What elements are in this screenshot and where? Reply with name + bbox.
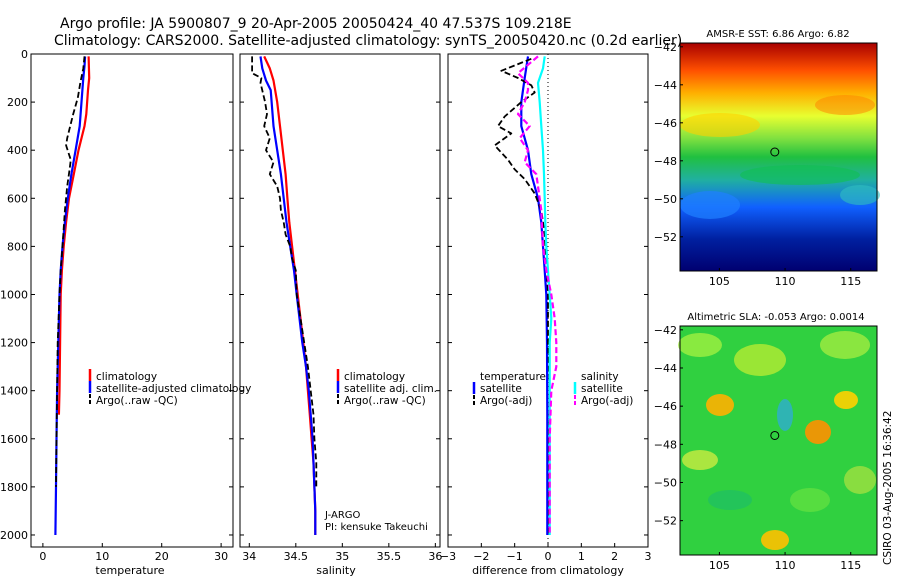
series-climatology xyxy=(263,55,317,535)
map-y-tick-label: −44 xyxy=(654,362,677,375)
map-x-tick-label: 110 xyxy=(775,559,796,572)
map-y-tick-label: −46 xyxy=(654,117,677,130)
map-y-tick-label: −42 xyxy=(654,324,677,337)
legend-satellite-adj: satellite adj. clim. xyxy=(344,383,437,395)
legend-sal-satellite: satellite xyxy=(581,383,623,395)
map-x-tick-label: 105 xyxy=(709,275,730,288)
legend-climatology: climatology xyxy=(344,371,405,383)
x-tick-label: −1 xyxy=(507,550,523,563)
legend-argo: Argo(..raw -QC) xyxy=(344,395,426,407)
y-tick-label: 0 xyxy=(21,48,28,61)
x-tick-label: 35.5 xyxy=(377,550,402,563)
pi-label: PI: kensuke Takeuchi xyxy=(325,522,428,533)
x-tick-label: 3 xyxy=(645,550,652,563)
difference-panel: −3 −2 −1 0 1 2 3 difference from climatology t… xyxy=(440,53,652,577)
legend-salinity-title: salinity xyxy=(581,371,619,383)
y-tick-label: 400 xyxy=(7,144,28,157)
legend-satellite-adjusted: satellite-adjusted climatology xyxy=(96,383,251,395)
legend-temp-satellite: satellite xyxy=(480,383,522,395)
series-argo-raw-qc xyxy=(251,56,318,487)
x-tick-label: −3 xyxy=(440,550,456,563)
map-y-tick-label: −46 xyxy=(654,400,677,413)
x-tick-label: −2 xyxy=(473,550,489,563)
legend-temp-argo: Argo(-adj) xyxy=(480,395,532,407)
y-tick-label: 800 xyxy=(7,240,28,253)
x-tick-label: 0 xyxy=(545,550,552,563)
x-tick-label: 30 xyxy=(214,550,228,563)
salinity-legend: climatology satellite adj. clim. Argo(..… xyxy=(336,369,437,407)
series-climatology xyxy=(57,56,91,415)
series-temperature-argo-adj xyxy=(493,57,551,535)
map-y-tick-label: −52 xyxy=(654,515,677,528)
y-tick-label: 1800 xyxy=(0,481,28,494)
map-x-tick-label: 115 xyxy=(840,275,861,288)
x-tick-label: 0 xyxy=(39,550,46,563)
sla-map-title: Altimetric SLA: -0.053 Argo: 0.0014 xyxy=(687,312,864,323)
map-y-tick-label: −50 xyxy=(654,193,677,206)
x-tick-label: 34 xyxy=(242,550,256,563)
temperature-panel: 0 10 20 30 0 200 400 600 800 1000 1200 1400 1600 1800… xyxy=(0,48,251,577)
y-tick-label: 1600 xyxy=(0,433,28,446)
x-tick-label: 10 xyxy=(95,550,109,563)
series-satellite-adj-clim xyxy=(259,56,317,535)
x-tick-label: 2 xyxy=(611,550,618,563)
map-x-tick-label: 105 xyxy=(709,559,730,572)
y-tick-label: 1200 xyxy=(0,337,28,350)
map-x-tick-label: 110 xyxy=(775,275,796,288)
y-tick-label: 200 xyxy=(7,96,28,109)
difference-xlabel: difference from climatology xyxy=(472,564,624,577)
x-tick-label: 1 xyxy=(578,550,585,563)
series-argo-raw-qc xyxy=(55,56,86,487)
difference-legend-salinity: salinity satellite Argo(-adj) xyxy=(573,371,633,407)
map-y-tick-label: −48 xyxy=(654,155,677,168)
y-tick-label: 1000 xyxy=(0,288,28,301)
salinity-axes-frame xyxy=(239,53,441,548)
map-y-tick-label: −52 xyxy=(654,231,677,244)
temperature-axes-frame xyxy=(30,53,234,548)
x-tick-label: 35 xyxy=(335,550,349,563)
map-y-tick-label: −48 xyxy=(654,438,677,451)
sla-frame xyxy=(679,325,878,556)
salinity-xlabel: salinity xyxy=(316,564,356,577)
map-y-tick-label: −44 xyxy=(654,79,677,92)
salinity-panel: 34 34.5 35 35.5 36 salinity climatology sate… xyxy=(239,53,442,577)
sst-texture xyxy=(680,95,880,219)
y-tick-label: 2000 xyxy=(0,529,28,542)
x-tick-label: 34.5 xyxy=(284,550,309,563)
legend-argo: Argo(..raw -QC) xyxy=(96,395,178,407)
series-salinity-satellite xyxy=(536,56,553,535)
temperature-xlabel: temperature xyxy=(95,564,164,577)
sst-map-panel: AMSR-E SST: 6.86 Argo: 6.82 105 110 115 −42… xyxy=(654,29,880,288)
y-tick-label: 1400 xyxy=(0,385,28,398)
difference-legend-temperature: temperature satellite Argo(-adj) xyxy=(472,371,546,407)
x-tick-label: 36 xyxy=(428,550,442,563)
program-label: J-ARGO xyxy=(324,510,361,521)
legend-sal-argo: Argo(-adj) xyxy=(581,395,633,407)
figure-title: Argo profile: JA 5900807_9 20-Apr-2005 2… xyxy=(60,16,572,32)
map-y-tick-label: −50 xyxy=(654,476,677,489)
sst-heatmap xyxy=(680,43,877,271)
x-tick-label: 20 xyxy=(155,550,169,563)
legend-climatology: climatology xyxy=(96,371,157,383)
map-x-tick-label: 115 xyxy=(840,559,861,572)
sst-map-title: AMSR-E SST: 6.86 Argo: 6.82 xyxy=(706,29,849,40)
legend-temperature-title: temperature xyxy=(480,371,546,383)
series-temperature-satellite xyxy=(520,56,549,535)
sla-texture xyxy=(678,331,876,550)
temperature-legend: climatology satellite-adjusted climatolo… xyxy=(88,369,251,407)
argo-position-marker xyxy=(770,430,780,440)
sla-map-panel: Altimetric SLA: -0.053 Argo: 0.0014 105 1… xyxy=(654,312,878,572)
figure-subtitle: Climatology: CARS2000. Satellite-adjuste… xyxy=(54,33,682,49)
sst-frame xyxy=(679,42,878,272)
series-salinity-argo-adj xyxy=(516,55,558,535)
argo-position-marker xyxy=(770,147,780,157)
csiro-timestamp: CSIRO 03-Aug-2005 16:36:42 xyxy=(882,411,894,565)
y-tick-label: 600 xyxy=(7,192,28,205)
map-y-tick-label: −42 xyxy=(654,41,677,54)
